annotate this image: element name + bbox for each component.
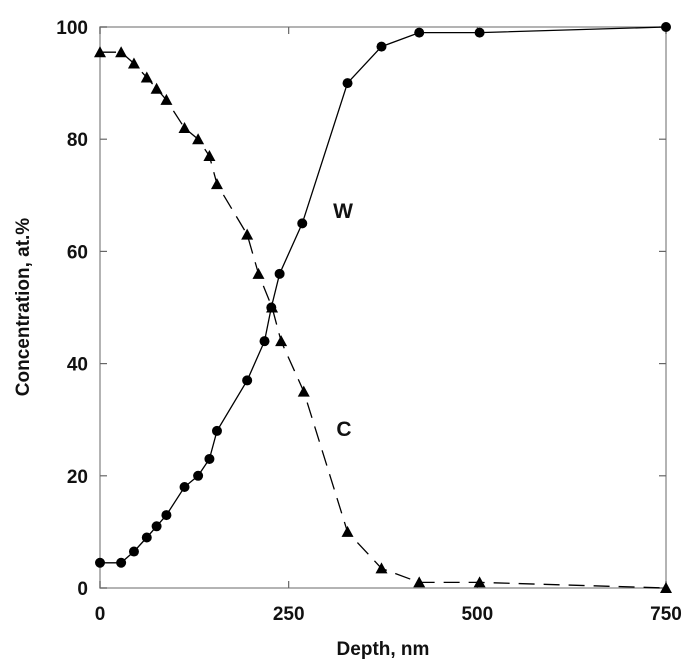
x-tick-label: 0 <box>95 604 106 625</box>
x-tick-label: 500 <box>461 604 493 625</box>
data-point-c <box>140 71 153 83</box>
series-markers <box>94 22 672 593</box>
y-tick-label: 100 <box>56 18 88 39</box>
y-tick-label: 40 <box>67 355 88 376</box>
data-point-w <box>259 336 270 347</box>
data-point-w <box>376 41 387 52</box>
data-point-w <box>161 510 172 521</box>
data-point-w <box>116 557 127 568</box>
data-point-c <box>473 576 486 588</box>
y-tick-label: 60 <box>67 242 88 263</box>
data-point-w <box>342 78 353 89</box>
data-point-w <box>414 27 425 38</box>
data-point-c <box>150 82 163 94</box>
data-point-c <box>413 576 426 588</box>
data-point-c <box>297 385 310 397</box>
series-label-w: W <box>333 200 353 223</box>
data-point-w <box>151 521 162 532</box>
y-axis-title: Concentration, at.% <box>13 218 34 397</box>
y-axis: 0 20 40 60 80 100 <box>56 18 666 600</box>
data-point-c <box>160 93 173 105</box>
data-point-w <box>141 532 152 543</box>
data-point-c <box>252 267 265 279</box>
y-tick-label: 0 <box>77 579 88 600</box>
data-point-w <box>274 268 285 279</box>
data-point-c <box>192 133 205 145</box>
data-point-c <box>275 335 288 347</box>
data-point-w <box>193 470 204 481</box>
data-point-w <box>204 453 215 464</box>
x-axis: 0 250 500 750 <box>95 27 682 625</box>
series-label-c: C <box>336 418 351 441</box>
y-tick-label: 80 <box>67 130 88 151</box>
data-point-w <box>242 375 253 386</box>
data-point-w <box>95 557 105 568</box>
data-point-w <box>211 425 222 436</box>
data-point-w <box>179 482 190 493</box>
plot-frame <box>99 26 667 589</box>
data-point-c <box>178 121 191 133</box>
data-point-c <box>115 46 128 58</box>
data-point-c <box>94 46 106 58</box>
data-point-w <box>661 22 671 32</box>
data-point-c <box>341 525 354 537</box>
data-point-w <box>474 27 485 38</box>
data-point-c <box>241 228 254 240</box>
data-point-c <box>127 57 140 69</box>
data-point-w <box>128 546 139 557</box>
series-lines <box>100 26 667 589</box>
data-point-c <box>266 301 279 313</box>
data-point-c <box>203 150 216 162</box>
x-tick-label: 250 <box>273 604 305 625</box>
data-point-c <box>660 582 672 593</box>
data-point-w <box>297 218 308 229</box>
x-tick-label: 750 <box>650 604 682 625</box>
data-point-c <box>375 562 388 574</box>
x-axis-title: Depth, nm <box>337 639 430 660</box>
data-point-c <box>210 178 223 190</box>
y-tick-label: 20 <box>67 467 88 488</box>
